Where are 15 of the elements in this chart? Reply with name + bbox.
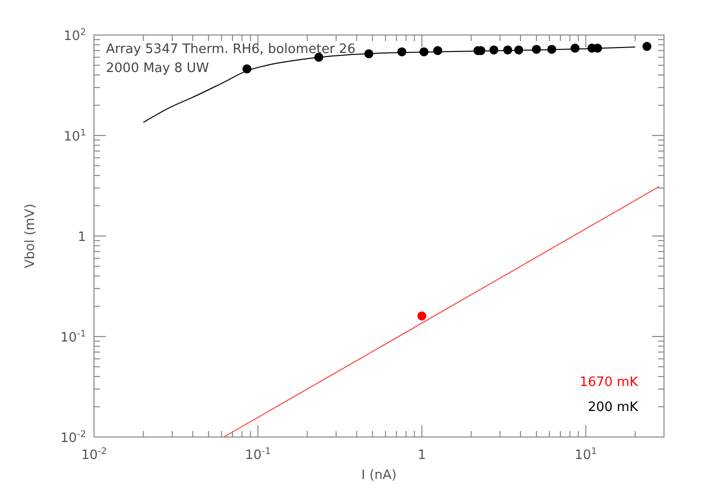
x-tick-label: 10$^{-1}$ (245, 447, 271, 463)
y-axis-title: Vbol (mV) (23, 204, 38, 268)
annotation: Array 5347 Therm. RH6, bolometer 26 (106, 42, 356, 57)
x-tick-label: 10$^{-2}$ (81, 447, 107, 463)
y-tick-label: 10$^{-2}$ (60, 430, 86, 446)
y-tick-label: 10$^{2}$ (64, 28, 86, 44)
x-tick-label: 10$^{1}$ (574, 447, 597, 463)
annotation: 2000 May 8 UW (106, 61, 210, 76)
y-tick-label: 10$^{1}$ (64, 128, 86, 144)
text: 1670 mK (580, 375, 638, 390)
text: 200 mK (588, 400, 638, 415)
y-tick-label: 10$^{-1}$ (60, 330, 86, 346)
y-tick-label: 1 (78, 230, 86, 245)
x-tick-label: 1 (418, 448, 426, 463)
x-axis-title: I (nA) (361, 468, 397, 483)
